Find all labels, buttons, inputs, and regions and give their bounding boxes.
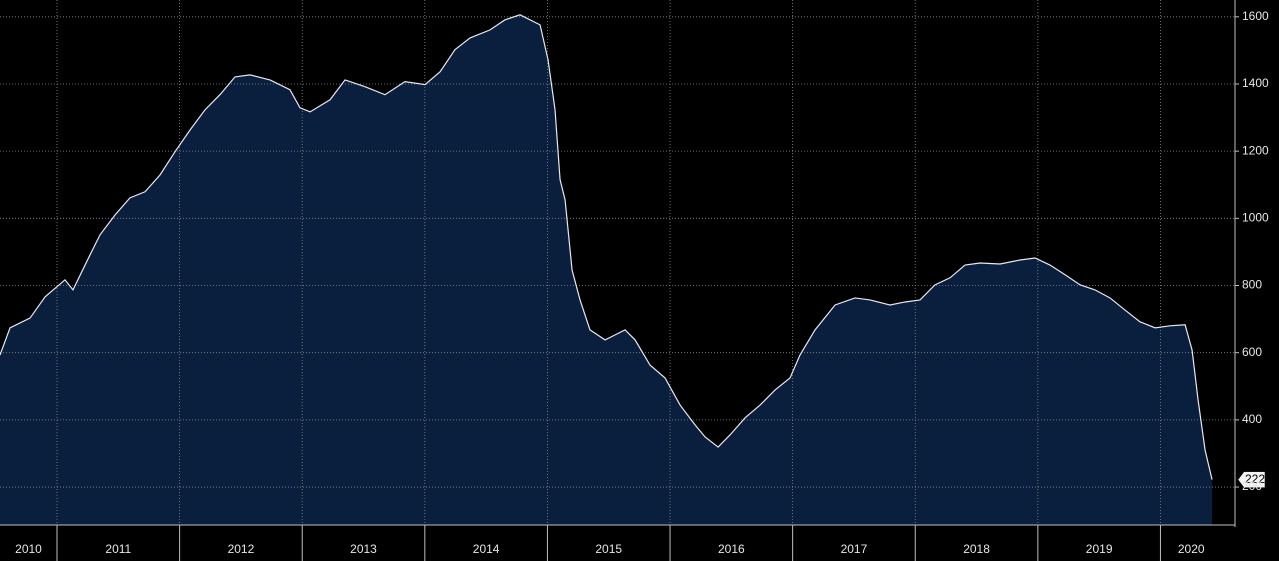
x-tick-label: 2011 (105, 542, 131, 556)
y-tick-label: 1400 (1242, 76, 1269, 90)
y-tick-label: 200 (1242, 479, 1262, 493)
y-tick-label: 1200 (1242, 143, 1269, 157)
x-tick-label: 2017 (841, 542, 868, 556)
y-tick-label: 400 (1242, 412, 1262, 426)
x-tick-label: 2015 (595, 542, 622, 556)
last-value-tag (1237, 471, 1266, 488)
x-tick-label: 2019 (1086, 542, 1113, 556)
line (0, 14, 1213, 480)
x-tick-label: 2012 (228, 542, 255, 556)
y-tick-label: 1000 (1242, 211, 1269, 225)
x-tick-label: 2020 (1178, 542, 1205, 556)
y-tick-label: 600 (1242, 345, 1262, 359)
y-tick-label: 800 (1242, 278, 1262, 292)
x-tick-label: 2016 (718, 542, 745, 556)
x-tick-label: 2018 (963, 542, 990, 556)
area (0, 14, 1213, 526)
x-tick-label: 2013 (350, 542, 377, 556)
y-tick-label: 1600 (1242, 9, 1269, 23)
last-value-label: 222 (1245, 472, 1265, 486)
x-tick-label: 2010 (15, 542, 42, 556)
x-tick-label: 2014 (473, 542, 500, 556)
